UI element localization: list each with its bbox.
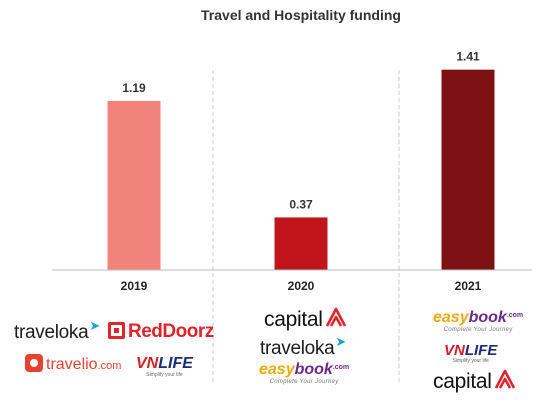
- reddoorz-door-icon: [108, 322, 125, 339]
- easybook-logo-easy: easy: [433, 309, 469, 326]
- traveloka-logo: traveloka➤: [14, 319, 100, 343]
- traveloka-logo-text: traveloka: [260, 338, 335, 359]
- vnlife-logo-life: LIFE: [464, 342, 498, 359]
- vnlife-tagline: Simplify your life: [146, 372, 183, 378]
- vnlife-logo: VNLIFE Simplify your life: [136, 356, 193, 378]
- capital-a-icon: [325, 307, 346, 327]
- capital-a-icon: [494, 369, 515, 389]
- travelio-logo-text: travelio: [46, 356, 98, 373]
- data-label-2021: 1.41: [456, 50, 480, 64]
- travelio-logo-suffix: .com: [97, 360, 122, 372]
- easybook-tagline: Complete Your Journey: [269, 379, 339, 385]
- vnlife-logo: VNLIFE Simplify your life: [444, 343, 497, 364]
- easybook-tagline: Complete Your Journey: [443, 327, 513, 333]
- easybook-logo-easy: easy: [259, 361, 295, 378]
- capital-logo-text: capital: [433, 370, 492, 393]
- easybook-logo-suffix: .com: [332, 364, 350, 371]
- x-tick-label-2021: 2021: [455, 279, 482, 293]
- vnlife-logo-vn: VN: [136, 355, 159, 372]
- capital-logo-text: capital: [264, 308, 323, 331]
- easybook-logo: easybook.com Complete Your Journey: [259, 361, 350, 386]
- reddoorz-logo-text: RedDoorz: [128, 321, 214, 342]
- easybook-logo-suffix: .com: [506, 312, 524, 319]
- easybook-logo-book: book: [294, 361, 333, 378]
- bar-2020: [274, 217, 328, 270]
- bar-series: 1.19 2019 0.37 2020 1.41 2021: [107, 50, 495, 293]
- data-label-2019: 1.19: [122, 81, 146, 95]
- capital-a-logo: capital: [264, 307, 347, 330]
- traveloka-bird-icon: ➤: [89, 318, 100, 333]
- traveloka-bird-icon: ➤: [335, 334, 346, 349]
- vnlife-tagline: Simplify your life: [452, 358, 489, 364]
- x-tick-label-2020: 2020: [288, 279, 315, 293]
- traveloka-logo-text: traveloka: [14, 322, 89, 343]
- easybook-logo-book: book: [468, 309, 507, 326]
- reddoorz-logo: RedDoorz: [108, 322, 214, 341]
- bar-2019: [107, 100, 161, 270]
- capital-a-logo: capital: [433, 369, 516, 392]
- x-tick-label-2019: 2019: [121, 279, 148, 293]
- easybook-logo: easybook.com Complete Your Journey: [433, 309, 524, 334]
- travelio-logo: travelio.com: [25, 354, 121, 373]
- vnlife-logo-vn: VN: [444, 342, 465, 359]
- bar-2021: [441, 69, 495, 270]
- vnlife-logo-life: LIFE: [158, 355, 193, 372]
- travelio-bag-icon: [25, 354, 43, 372]
- chart-title: Travel and Hospitality funding: [201, 7, 401, 23]
- traveloka-logo: traveloka➤: [260, 335, 346, 359]
- data-label-2020: 0.37: [289, 197, 313, 211]
